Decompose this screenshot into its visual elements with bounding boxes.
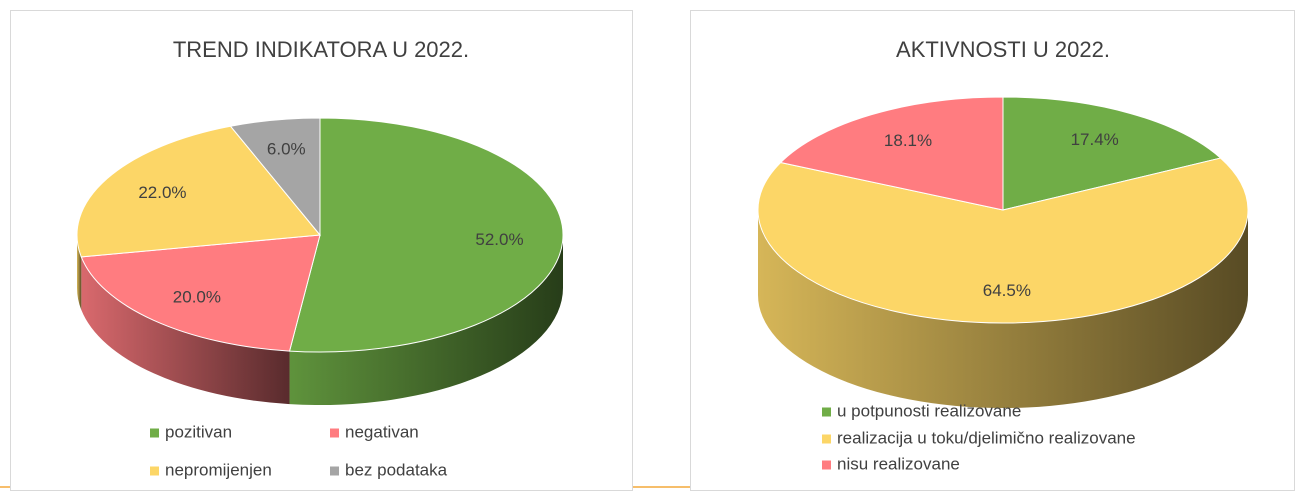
slice [229, 117, 321, 237]
chart-title: TREND INDIKATORA U 2022. [173, 37, 469, 62]
legend-label: bez podataka [345, 460, 448, 479]
legend-swatch [822, 434, 831, 444]
legend-swatch [822, 407, 831, 417]
legend-swatch [822, 460, 831, 470]
slice-side [77, 235, 82, 310]
legend-label: nisu realizovane [837, 454, 960, 473]
slice-side [758, 210, 1248, 408]
legend-swatch [150, 428, 159, 438]
legend-swatch [330, 466, 339, 476]
legend-swatch [330, 428, 339, 438]
slice-side [289, 235, 563, 405]
slice [757, 157, 1249, 324]
data-label: 6.0% [267, 139, 306, 158]
slice [1002, 96, 1222, 211]
slice [80, 234, 321, 352]
data-label: 64.5% [983, 281, 1031, 300]
legend-swatch [150, 466, 159, 476]
slice [76, 125, 321, 258]
legend-label: realizacija u toku/djelimično realizovan… [837, 428, 1136, 447]
data-label: 17.4% [1071, 130, 1119, 149]
legend-label: pozitivan [165, 422, 232, 441]
slice [288, 117, 564, 353]
data-label: 20.0% [173, 288, 221, 307]
data-label: 18.1% [884, 131, 932, 150]
data-label: 52.0% [475, 230, 523, 249]
slice-side [81, 256, 290, 405]
chart-title: AKTIVNOSTI U 2022. [896, 37, 1110, 62]
data-label: 22.0% [138, 183, 186, 202]
legend-label: nepromijenjen [165, 460, 272, 479]
legend-label: negativan [345, 422, 419, 441]
legend-label: u potpunosti realizovane [837, 401, 1021, 420]
slice [779, 96, 1004, 211]
